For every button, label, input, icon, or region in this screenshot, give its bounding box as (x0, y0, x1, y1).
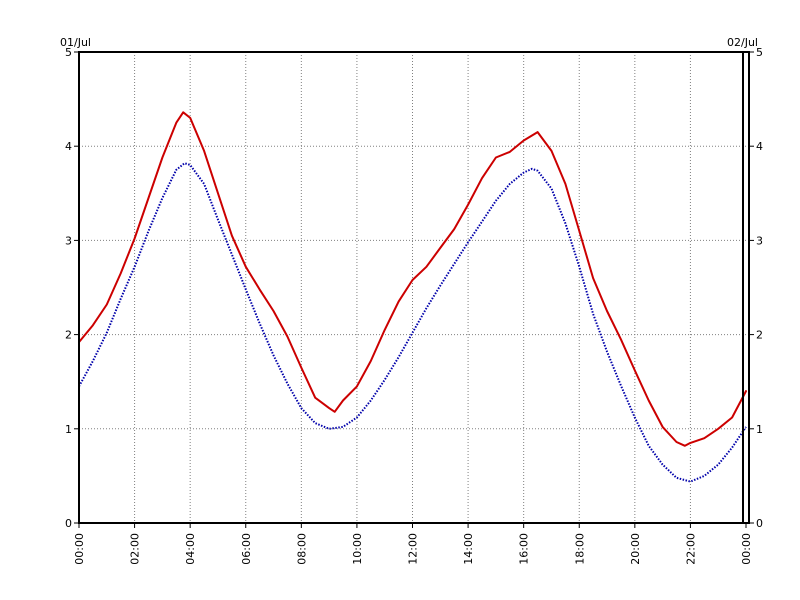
y-tick-label-right: 0 (756, 517, 763, 530)
y-tick-label-left: 1 (65, 423, 72, 436)
right-y-axis: 0 1 2 3 4 5 (749, 46, 763, 530)
date-start-label: 01/Jul (60, 36, 91, 49)
x-tick-label: 20:00 (629, 533, 642, 565)
y-tick-label-right: 1 (756, 423, 763, 436)
x-tick-label: 12:00 (407, 533, 420, 565)
x-tick-label: 04:00 (184, 533, 197, 565)
y-tick-label-right: 2 (756, 329, 763, 342)
x-tick-label: 00:00 (740, 533, 753, 565)
y-tick-label-right: 5 (756, 46, 763, 59)
y-tick-label-right: 4 (756, 140, 763, 153)
x-tick-label: 08:00 (295, 533, 308, 565)
y-tick-label-left: 0 (65, 517, 72, 530)
date-end-label: 02/Jul (727, 36, 758, 49)
series-layer (78, 111, 747, 483)
x-tick-label: 02:00 (129, 533, 142, 565)
y-tick-label-right: 3 (756, 234, 763, 247)
left-y-axis: 0 1 2 3 4 5 (65, 46, 79, 530)
series-line-2 (78, 162, 747, 483)
x-tick-label: 06:00 (240, 533, 253, 565)
grid-lines (79, 52, 746, 523)
x-axis: 00:00 02:00 04:00 06:00 08:00 10:00 12:00 14:00… (73, 523, 753, 565)
plot-frame (78, 51, 750, 524)
x-tick-label: 10:00 (351, 533, 364, 565)
x-tick-label: 14:00 (462, 533, 475, 565)
y-tick-label-left: 4 (65, 140, 72, 153)
x-tick-label: 00:00 (73, 533, 86, 565)
y-tick-label-left: 2 (65, 329, 72, 342)
y-tick-label-left: 3 (65, 234, 72, 247)
series-line-1 (78, 111, 747, 447)
x-tick-label: 18:00 (573, 533, 586, 565)
y-tick-label-left: 5 (65, 46, 72, 59)
right-axis-bar (742, 51, 750, 524)
x-tick-label: 22:00 (684, 533, 697, 565)
x-tick-label: 16:00 (518, 533, 531, 565)
